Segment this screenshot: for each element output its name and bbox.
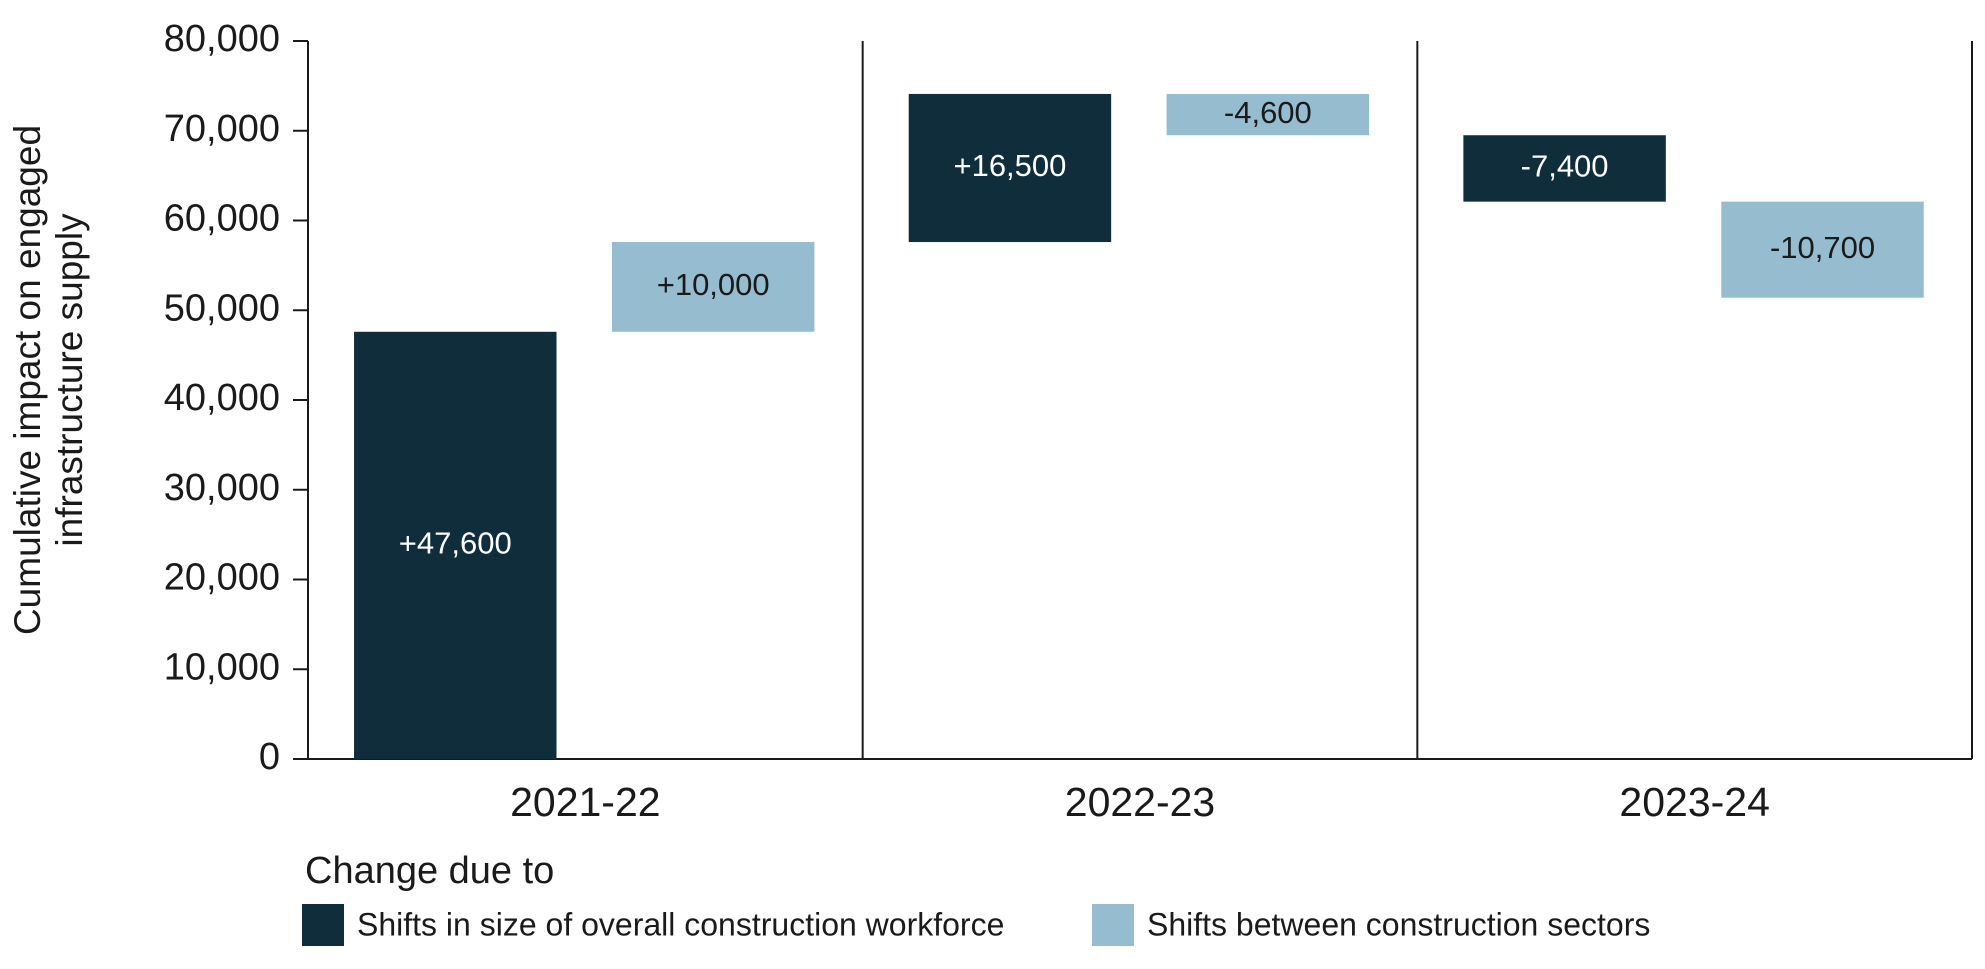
y-tick-label: 60,000 bbox=[164, 198, 280, 240]
legend-title: Change due to bbox=[305, 850, 554, 892]
value-label: -7,400 bbox=[1521, 149, 1609, 184]
x-tick-label: 2022-23 bbox=[1065, 779, 1215, 825]
y-tick-label: 40,000 bbox=[164, 377, 280, 419]
y-tick-label: 50,000 bbox=[164, 287, 280, 329]
legend-swatch bbox=[1092, 904, 1134, 946]
y-tick-label: 80,000 bbox=[164, 18, 280, 60]
bar bbox=[1463, 135, 1666, 202]
x-tick-label: 2021-22 bbox=[510, 779, 660, 825]
legend-label: Shifts between construction sectors bbox=[1147, 906, 1650, 942]
y-axis-label: Cumulative impact on engaged bbox=[7, 125, 48, 635]
bar bbox=[1166, 93, 1370, 136]
bar bbox=[611, 242, 815, 332]
bar bbox=[354, 331, 557, 759]
value-label: -4,600 bbox=[1224, 95, 1312, 130]
legend-swatch bbox=[302, 904, 344, 946]
x-tick-label: 2023-24 bbox=[1619, 779, 1769, 825]
bar bbox=[908, 93, 1112, 243]
y-axis-label: infrastructure supply bbox=[49, 213, 90, 547]
y-tick-label: 0 bbox=[259, 736, 280, 778]
y-tick-label: 30,000 bbox=[164, 467, 280, 509]
y-tick-label: 10,000 bbox=[164, 646, 280, 688]
y-tick-label: 70,000 bbox=[164, 108, 280, 150]
bar bbox=[1721, 201, 1924, 298]
legend-label: Shifts in size of overall construction w… bbox=[357, 906, 1004, 942]
value-label: +10,000 bbox=[657, 267, 770, 302]
y-tick-label: 20,000 bbox=[164, 557, 280, 599]
value-label: +16,500 bbox=[953, 148, 1066, 183]
value-label: +47,600 bbox=[399, 526, 512, 561]
value-label: -10,700 bbox=[1770, 230, 1875, 265]
